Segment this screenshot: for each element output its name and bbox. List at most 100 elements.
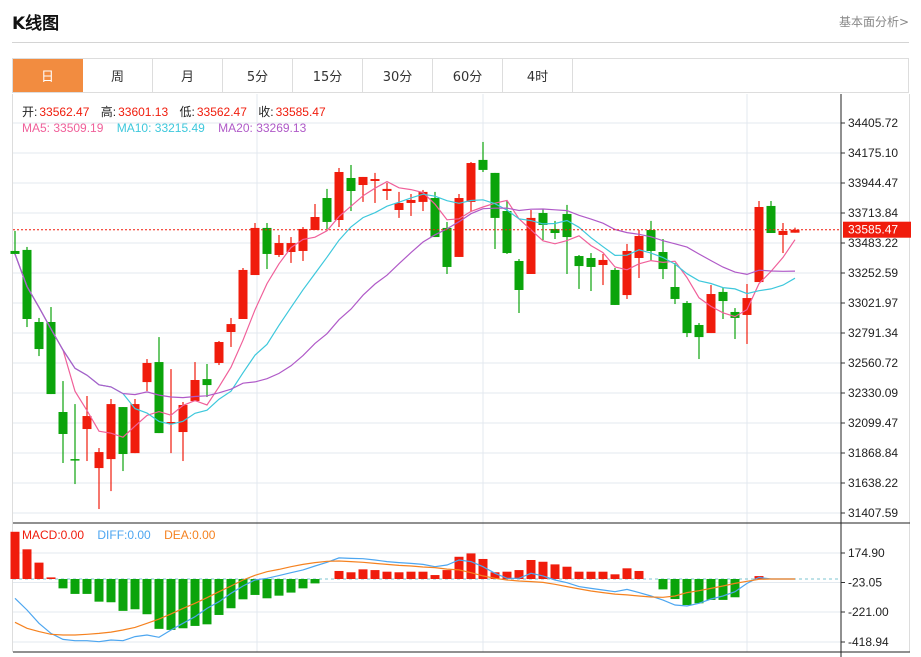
macd-value: MACD:0.00 — [22, 528, 85, 542]
open-value: 33562.47 — [39, 105, 90, 119]
candle — [766, 201, 776, 234]
price-tick-label: 33252.59 — [848, 266, 898, 280]
candle-body — [610, 269, 620, 305]
candle — [178, 401, 188, 462]
macd-bar — [190, 579, 200, 626]
macd-bar — [82, 579, 92, 594]
candle-body — [586, 257, 596, 267]
macd-bar — [310, 579, 320, 584]
price-tick-label: 32791.34 — [848, 326, 898, 340]
candle-body — [766, 205, 776, 234]
macd-bar — [514, 570, 524, 579]
candle-body — [166, 422, 176, 424]
candle-body — [334, 172, 344, 221]
candle — [490, 172, 500, 250]
macd-bar — [46, 577, 56, 579]
ma20-value: MA20: 33269.13 — [218, 121, 307, 135]
tab-30min[interactable]: 30分 — [363, 59, 433, 92]
candle-body — [754, 206, 764, 283]
macd-bar — [166, 579, 176, 630]
candle-body — [154, 362, 164, 434]
tab-4hour[interactable]: 4时 — [503, 59, 573, 92]
macd-bar — [706, 579, 716, 600]
candle-body — [646, 230, 656, 251]
macd-bar — [106, 579, 116, 603]
candle — [562, 204, 572, 274]
candle-body — [418, 191, 428, 202]
candle-body — [454, 198, 464, 257]
candle — [754, 201, 764, 283]
current-price-badge — [843, 221, 911, 238]
candle-body — [382, 188, 392, 191]
candle-body — [430, 198, 440, 238]
candle-body — [202, 379, 212, 386]
macd-bar — [370, 570, 380, 579]
candle — [94, 448, 104, 510]
candle — [334, 167, 344, 228]
candle — [706, 285, 716, 334]
candle-body — [310, 217, 320, 231]
macd-bar — [670, 579, 680, 600]
candle — [430, 191, 440, 238]
candle — [34, 317, 44, 357]
candle-body — [442, 227, 452, 267]
macd-bar — [634, 570, 644, 579]
candle-body — [322, 198, 332, 222]
dea-line — [14, 560, 795, 636]
close-value: 33585.47 — [275, 105, 326, 119]
period-tabs: 日 周 月 5分 15分 30分 60分 4时 — [12, 58, 909, 93]
candle-body — [598, 259, 608, 266]
candle — [286, 237, 296, 263]
candle — [310, 204, 320, 231]
tab-month[interactable]: 月 — [153, 59, 223, 92]
macd-bar — [394, 572, 404, 579]
high-value: 33601.13 — [118, 105, 169, 119]
page-title: K线图 — [12, 14, 60, 34]
candle-body — [346, 177, 356, 191]
candle — [586, 253, 596, 292]
candle — [154, 337, 164, 434]
macd-bar — [286, 579, 296, 593]
tab-week[interactable]: 周 — [83, 59, 153, 92]
macd-bar — [406, 571, 416, 579]
price-tick-label: 32330.09 — [848, 386, 898, 400]
macd-bar — [466, 553, 476, 579]
candle-body — [622, 250, 632, 296]
macd-tick-label: -418.94 — [848, 635, 889, 649]
ma20-line — [14, 207, 796, 399]
macd-bar — [526, 559, 536, 579]
macd-bar — [34, 562, 44, 579]
candle — [58, 381, 68, 463]
candle-body — [538, 212, 548, 225]
candle-body — [706, 294, 716, 334]
macd-bar — [418, 571, 428, 579]
candle — [442, 221, 452, 274]
tab-15min[interactable]: 15分 — [293, 59, 363, 92]
candle-body — [190, 380, 200, 402]
candle — [166, 369, 176, 454]
macd-bar — [358, 569, 368, 579]
candle — [646, 220, 656, 261]
tab-day[interactable]: 日 — [13, 59, 83, 92]
candle-body — [106, 404, 116, 460]
candle — [730, 308, 740, 340]
candle — [478, 141, 488, 173]
tab-60min[interactable]: 60分 — [433, 59, 503, 92]
macd-bar — [298, 579, 308, 589]
candle-body — [778, 230, 788, 235]
fundamental-analysis-link[interactable]: 基本面分析> — [838, 15, 909, 29]
divider — [12, 42, 909, 43]
tab-5min[interactable]: 5分 — [223, 59, 293, 92]
candle — [226, 317, 236, 347]
candle — [358, 176, 368, 202]
macd-bar — [262, 579, 272, 599]
candle-body — [130, 404, 140, 454]
candle — [634, 230, 644, 279]
macd-bar — [58, 579, 68, 589]
candle-body — [274, 243, 284, 255]
ma10-value: MA10: 33215.49 — [116, 121, 205, 135]
candle-body — [226, 324, 236, 333]
price-tick-label: 34405.72 — [848, 116, 898, 130]
candle — [418, 189, 428, 212]
